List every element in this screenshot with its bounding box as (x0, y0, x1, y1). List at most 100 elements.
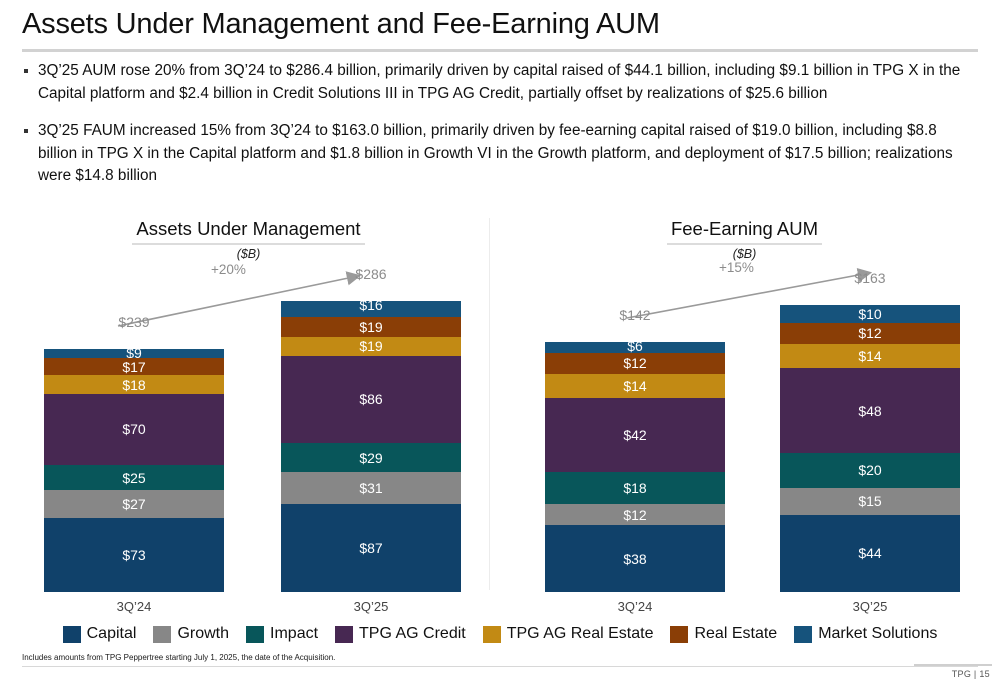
bar-segment-value: $14 (623, 378, 647, 394)
legend-label: Market Solutions (818, 625, 938, 642)
bar-segment-growth[interactable]: $12 (545, 503, 725, 526)
bar-segment-real-estate[interactable]: $19 (281, 317, 461, 337)
bar-segment-value: $20 (858, 462, 882, 479)
page-number: TPG | 15 (951, 669, 990, 679)
bar-segment-tpg-ag-credit[interactable]: $48 (780, 368, 960, 453)
bar-segment-value: $18 (122, 376, 146, 393)
bar-segment-value: $9 (126, 345, 142, 361)
bar-segment-tpg-ag-credit[interactable]: $42 (545, 398, 725, 473)
chart-panel-aum: Assets Under Management ($B) +20% $239 $9… (8, 214, 489, 614)
bar-segment-value: $44 (858, 545, 882, 562)
legend-swatch-icon (62, 625, 81, 643)
charts-area: Assets Under Management ($B) +20% $239 $9… (0, 214, 1000, 614)
bar-segment-impact[interactable]: $29 (281, 443, 461, 473)
chart-title-aum: Assets Under Management (8, 218, 489, 245)
stacked-bar-faum-3q25[interactable]: $10 $12 $14 $48 $20 $15 $44 (780, 305, 960, 592)
legend-label: Capital (86, 625, 137, 642)
legend-item-tpg-ag-credit[interactable]: TPG AG Credit (335, 625, 466, 643)
legend: Capital Growth Impact TPG AG Credit TPG AG R… (0, 625, 1000, 643)
stacked-bar-aum-3q24[interactable]: $9 $17 $18 $70 $25 $27 $73 (44, 345, 224, 592)
chart-title-faum: Fee-Earning AUM (497, 218, 992, 245)
bar-group-faum-3q24[interactable]: $142 $6 $12 $14 $42 $18 $12 $38 3Q’24 (545, 214, 725, 614)
legend-swatch-icon (482, 625, 501, 643)
bar-segment-capital[interactable]: $73 (44, 517, 224, 592)
panel-divider (489, 218, 490, 590)
x-axis-label-faum-3q24: 3Q’24 (617, 599, 653, 614)
x-axis-label-aum-3q25: 3Q’25 (353, 599, 389, 614)
legend-item-growth[interactable]: Growth (153, 625, 229, 643)
legend-swatch-icon (335, 625, 354, 643)
title-divider (22, 49, 978, 52)
bar-segment-capital[interactable]: $38 (545, 525, 725, 592)
bar-segment-tpg-ag-credit[interactable]: $86 (281, 355, 461, 444)
bar-segment-real-estate[interactable]: $17 (44, 358, 224, 376)
bar-segment-impact[interactable]: $25 (44, 464, 224, 491)
list-item: 3Q’25 AUM rose 20% from 3Q’24 to $286.4 … (22, 60, 980, 105)
bar-total-aum-3q24: $239 (118, 314, 150, 330)
bar-segment-value: $17 (122, 358, 146, 375)
legend-item-capital[interactable]: Capital (62, 625, 137, 643)
page-number-rule (914, 664, 992, 666)
legend-item-impact[interactable]: Impact (246, 625, 318, 643)
bar-segment-value: $15 (858, 493, 882, 510)
bar-segment-market-solutions[interactable]: $9 (44, 345, 224, 361)
bullet-marker-icon (24, 69, 28, 73)
legend-swatch-icon (153, 625, 172, 643)
legend-item-tpg-ag-real-estate[interactable]: TPG AG Real Estate (482, 625, 653, 643)
bar-segment-growth[interactable]: $15 (780, 488, 960, 515)
legend-swatch-icon (794, 625, 813, 643)
legend-item-real-estate[interactable]: Real Estate (670, 625, 777, 643)
bar-segment-value: $12 (623, 506, 647, 523)
bar-group-faum-3q25[interactable]: $163 $10 $12 $14 $48 $20 $15 $44 3Q’25 (780, 214, 960, 614)
bar-segment-impact[interactable]: $18 (545, 472, 725, 504)
bar-segment-value: $16 (359, 297, 383, 314)
bar-segment-value: $6 (627, 338, 643, 354)
bar-segment-value: $18 (623, 480, 647, 497)
bar-segment-tpg-ag-real-estate[interactable]: $19 (281, 336, 461, 356)
bar-segment-value: $38 (623, 550, 647, 567)
bar-segment-value: $12 (623, 355, 647, 372)
bar-segment-tpg-ag-real-estate[interactable]: $18 (44, 375, 224, 394)
chart-subtitle-faum: ($B) (732, 247, 757, 261)
legend-swatch-icon (246, 625, 265, 643)
bar-segment-impact[interactable]: $20 (780, 452, 960, 489)
legend-item-market-solutions[interactable]: Market Solutions (794, 625, 937, 643)
bar-segment-capital[interactable]: $44 (780, 514, 960, 592)
bar-segment-value: $73 (122, 546, 146, 563)
list-item: 3Q’25 FAUM increased 15% from 3Q’24 to $… (22, 120, 980, 188)
bar-segment-value: $12 (858, 325, 882, 342)
stacked-bar-aum-3q25[interactable]: $16 $19 $19 $86 $29 $31 $87 (281, 297, 461, 593)
bar-segment-market-solutions[interactable]: $6 (545, 338, 725, 354)
stacked-bar-faum-3q24[interactable]: $6 $12 $14 $42 $18 $12 $38 (545, 338, 725, 592)
bar-segment-real-estate[interactable]: $12 (780, 322, 960, 344)
bar-segment-tpg-ag-credit[interactable]: $70 (44, 393, 224, 465)
bar-group-aum-3q24[interactable]: $239 $9 $17 $18 $70 $25 $27 $73 3Q’24 (44, 214, 224, 614)
growth-label-faum: +15% (719, 260, 754, 275)
bar-segment-real-estate[interactable]: $12 (545, 352, 725, 374)
legend-label: Growth (177, 625, 230, 642)
legend-label: Real Estate (694, 625, 778, 642)
bar-segment-value: $25 (122, 469, 146, 486)
bar-segment-value: $19 (359, 319, 383, 336)
bar-segment-value: $27 (122, 496, 146, 512)
bar-group-aum-3q25[interactable]: $286 $16 $19 $19 $86 $29 $31 $87 3Q’25 (281, 214, 461, 614)
bar-segment-value: $29 (359, 449, 383, 466)
bar-segment-value: $10 (858, 305, 882, 322)
bar-segment-market-solutions[interactable]: $16 (281, 297, 461, 318)
bar-segment-value: $42 (623, 427, 647, 444)
x-axis-label-aum-3q24: 3Q’24 (116, 599, 152, 614)
bar-segment-tpg-ag-real-estate[interactable]: $14 (780, 343, 960, 369)
bar-segment-value: $14 (858, 348, 882, 365)
footnote: Includes amounts from TPG Peppertree sta… (22, 653, 336, 662)
bar-segment-market-solutions[interactable]: $10 (780, 305, 960, 323)
bar-segment-value: $31 (359, 480, 383, 497)
bar-segment-capital[interactable]: $87 (281, 503, 461, 593)
chart-subtitle-aum: ($B) (236, 247, 261, 261)
bar-segment-value: $19 (359, 338, 383, 355)
bar-segment-growth[interactable]: $27 (44, 490, 224, 518)
bar-segment-growth[interactable]: $31 (281, 472, 461, 504)
footer-divider (22, 666, 978, 667)
bar-segment-tpg-ag-real-estate[interactable]: $14 (545, 373, 725, 399)
bar-total-faum-3q24: $142 (619, 307, 651, 323)
legend-label: TPG AG Credit (359, 625, 466, 642)
